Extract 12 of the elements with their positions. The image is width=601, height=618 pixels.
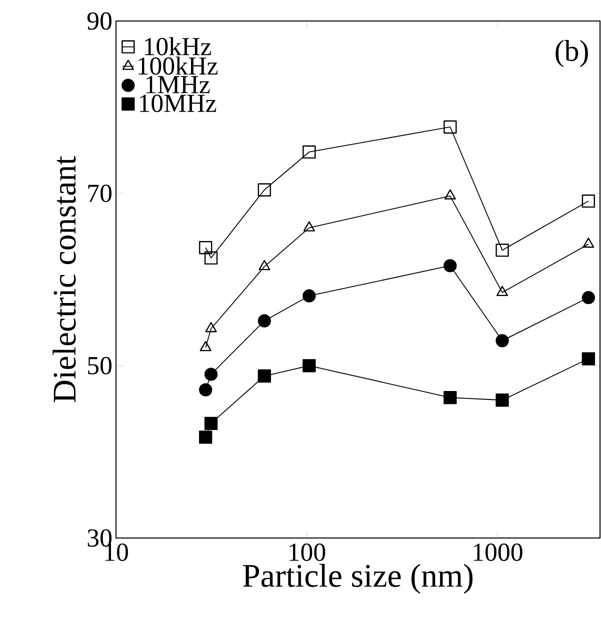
y-tick-label: 70 <box>88 184 112 202</box>
legend-label: 1MHz <box>146 76 210 94</box>
y-axis-title: Dielectric constant <box>52 156 76 402</box>
annotation: (b) <box>556 40 588 68</box>
x-axis-title: Particle size (nm) <box>243 564 473 594</box>
legend-label: 10kHz <box>145 37 212 56</box>
y-tick-label: 50 <box>88 356 112 374</box>
y-tick-label: 90 <box>87 12 112 30</box>
x-tick-label: 1000 <box>474 544 522 561</box>
legend-label: 100kHz <box>138 56 218 75</box>
x-tick-label: 100 <box>290 544 326 561</box>
legend-label: 10MHz <box>140 94 216 112</box>
